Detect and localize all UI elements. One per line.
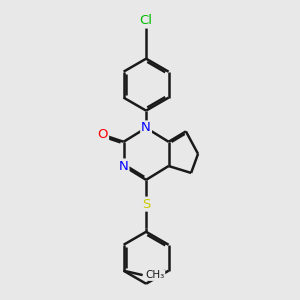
Text: O: O xyxy=(98,128,108,141)
Text: CH₃: CH₃ xyxy=(145,270,164,280)
Text: Cl: Cl xyxy=(140,14,153,27)
Text: N: N xyxy=(141,122,151,134)
Text: S: S xyxy=(142,198,150,211)
Text: N: N xyxy=(119,160,128,172)
